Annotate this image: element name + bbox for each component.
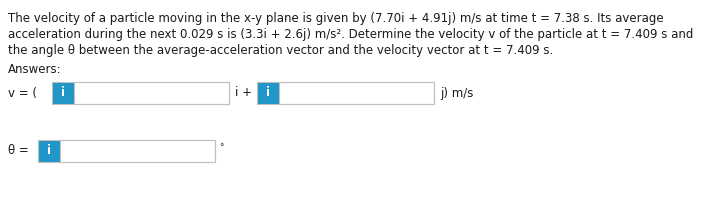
Bar (74, 82, 229, 104)
Text: acceleration during the next 0.029 s is (3.3i + 2.6j) m/s². Determine the veloci: acceleration during the next 0.029 s is … (8, 28, 693, 41)
Bar (52, 82, 229, 104)
Text: i: i (61, 86, 65, 100)
Bar (38, 140, 215, 162)
Text: i: i (266, 86, 270, 100)
Bar (38, 140, 60, 162)
Bar (257, 82, 434, 104)
Text: θ =: θ = (8, 145, 29, 157)
Bar (60, 140, 215, 162)
Text: °: ° (219, 143, 223, 152)
Text: v = (: v = ( (8, 86, 40, 100)
Text: the angle θ between the average-acceleration vector and the velocity vector at t: the angle θ between the average-accelera… (8, 44, 553, 57)
Bar (52, 82, 74, 104)
Text: Answers:: Answers: (8, 63, 62, 76)
Text: j) m/s: j) m/s (440, 86, 473, 100)
Text: The velocity of a particle moving in the x-y plane is given by (7.70i + 4.91j) m: The velocity of a particle moving in the… (8, 12, 664, 25)
Text: i +: i + (235, 86, 252, 100)
Text: i: i (47, 145, 51, 157)
Bar (279, 82, 434, 104)
Bar (257, 82, 279, 104)
